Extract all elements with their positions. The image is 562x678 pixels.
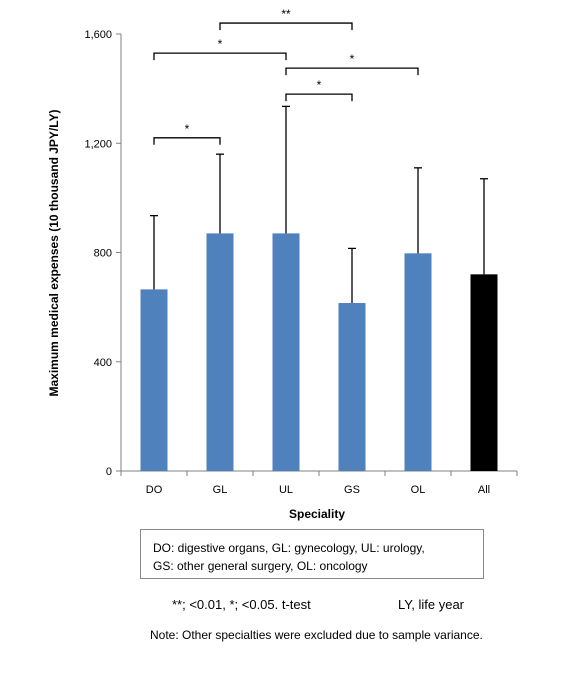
axes: 0 400 800 1,200 1,600 (84, 29, 518, 478)
note-text: Note: Other specialties were excluded du… (150, 628, 483, 642)
abbreviation-legend: DO: digestive organs, GL: gynecology, UL… (140, 529, 484, 579)
x-tick-label: GL (213, 484, 228, 496)
x-tick-label: OL (411, 484, 426, 496)
bar-ul (272, 233, 300, 471)
significance-label: * (350, 52, 355, 66)
x-axis-label: Speciality (289, 507, 345, 521)
significance-label: * (218, 37, 223, 51)
significance-label: * (317, 78, 322, 92)
x-tick-label: GS (344, 484, 360, 496)
significance-bracket (153, 137, 221, 145)
x-tick-label: DO (146, 484, 163, 496)
y-axis-label: Maximum medical expenses (10 thousand JP… (47, 110, 61, 397)
significance-bracket (285, 67, 419, 76)
significance-label: * (185, 122, 190, 136)
significance-brackets: ****** (153, 7, 419, 145)
significance-footnote: **; <0.01, *; <0.05. t-test (172, 597, 311, 612)
y-tick-label: 1,600 (84, 29, 112, 41)
y-tick-label: 400 (94, 357, 112, 369)
x-tick-label: UL (279, 484, 293, 496)
bar-gl (206, 233, 234, 471)
y-tick-label: 800 (94, 248, 112, 260)
legend-line-2: GS: other general surgery, OL: oncology (153, 559, 368, 573)
y-tick-label: 1,200 (84, 138, 112, 150)
life-year-footnote: LY, life year (398, 597, 465, 612)
bar-gs (338, 303, 366, 471)
y-tick-label: 0 (106, 466, 112, 478)
bars: DO GL UL GS OL All (140, 105, 498, 496)
legend-line-1: DO: digestive organs, GL: gynecology, UL… (153, 541, 425, 555)
significance-bracket (285, 93, 353, 102)
significance-bracket (219, 22, 353, 31)
x-tick-label: All (478, 484, 490, 496)
significance-bracket (153, 52, 287, 61)
bar-all (470, 274, 498, 471)
significance-label: ** (281, 7, 291, 21)
bar-ol (404, 253, 432, 471)
bar-do (140, 289, 168, 471)
